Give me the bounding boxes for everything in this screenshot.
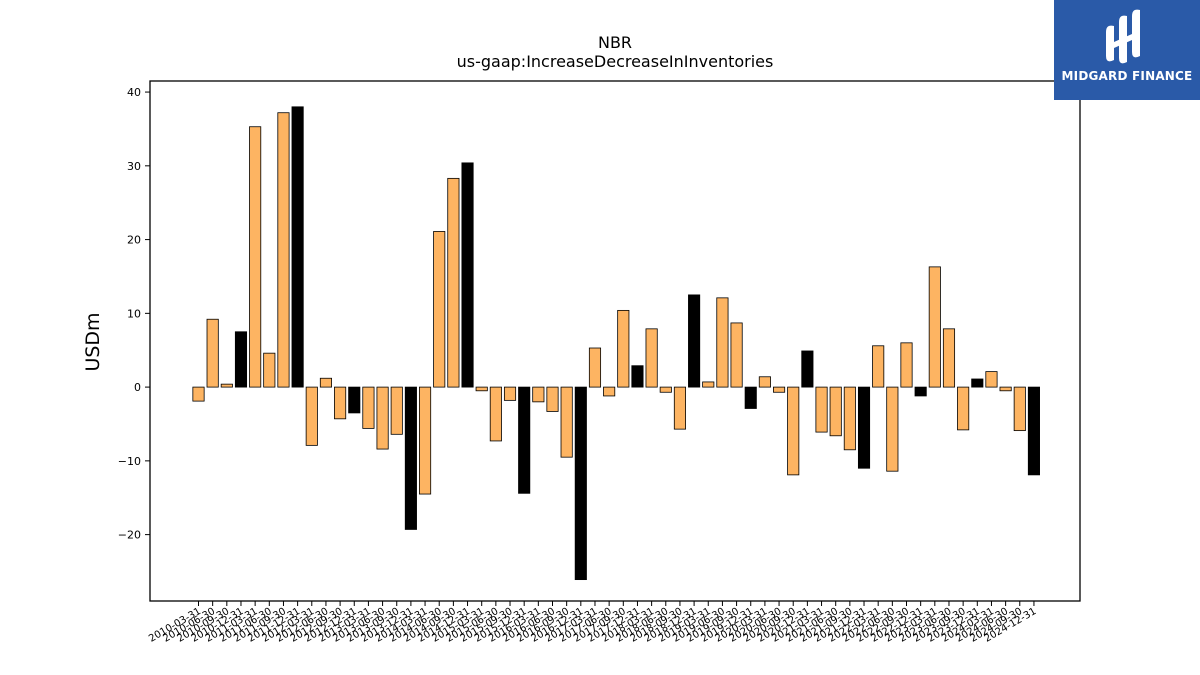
bar-2014-03-31	[419, 386, 432, 495]
chart-subtitle: us-gaap:IncreaseDecreaseInInventories	[457, 52, 774, 71]
bar-series	[192, 106, 1040, 581]
bar-2023-03-31	[928, 266, 941, 388]
bar-2018-03-31	[645, 328, 658, 388]
bar-2015-12-31	[518, 386, 531, 494]
bar-2017-09-30	[617, 309, 630, 388]
bar-2013-12-31	[404, 386, 417, 530]
bar-2021-09-30	[843, 386, 856, 451]
bar-2023-06-30	[942, 328, 956, 388]
bar-2021-06-30	[829, 386, 842, 437]
y-tick-label: −20	[118, 529, 141, 542]
bar-2012-06-30	[319, 377, 332, 388]
bar-2016-09-30	[560, 386, 573, 458]
bar-2021-03-31	[815, 386, 828, 433]
bar-2014-12-31	[461, 162, 474, 388]
bar-2019-03-31	[702, 381, 715, 388]
bar-2012-12-31	[348, 386, 361, 414]
bar-2016-06-30	[546, 386, 559, 412]
x-axis-ticks: 2010-03-312010-06-302010-09-302010-12-31…	[147, 601, 1038, 645]
bar-2023-09-30	[957, 386, 970, 431]
bar-2019-06-30	[716, 297, 729, 388]
bar-2015-06-30	[489, 386, 502, 442]
bar-2013-03-31	[362, 386, 375, 429]
bar-2012-09-30	[334, 386, 347, 420]
y-tick-label: 0	[134, 381, 141, 394]
brand-logo: MIDGARD FINANCE	[1054, 0, 1200, 100]
bar-2018-09-30	[673, 386, 686, 430]
bar-2024-09-30	[1013, 386, 1026, 432]
bar-2022-06-30	[886, 386, 899, 472]
bar-2023-12-31	[971, 378, 984, 388]
y-axis-ticks: −20 −10 0 10 20 30 40	[118, 86, 150, 542]
bar-2015-09-30	[503, 386, 517, 401]
bar-2021-12-31	[857, 386, 871, 469]
bar-2020-03-31	[758, 376, 771, 388]
bar-2014-09-30	[447, 177, 460, 388]
bar-2011-12-31	[291, 106, 304, 388]
bar-2015-03-31	[475, 386, 488, 392]
bar-2011-09-30	[277, 112, 290, 388]
bar-2024-03-31	[985, 371, 998, 388]
bar-2011-06-30	[263, 352, 276, 388]
bar-2020-12-31	[801, 350, 814, 388]
bar-2016-03-31	[532, 386, 545, 403]
bar-2019-12-31	[744, 386, 757, 409]
bar-2022-09-30	[900, 342, 913, 388]
bar-2017-03-31	[588, 347, 602, 388]
y-tick-label: 30	[127, 160, 141, 173]
bar-2013-06-30	[376, 386, 389, 450]
bar-2017-12-31	[631, 365, 644, 388]
bar-2022-03-31	[872, 345, 885, 388]
bar-2024-06-30	[999, 386, 1012, 392]
bar-2013-09-30	[390, 386, 403, 435]
bar-2020-06-30	[773, 386, 786, 393]
bar-2019-09-30	[730, 322, 743, 388]
y-axis-label: USDm	[82, 312, 104, 371]
bar-2010-12-31	[234, 331, 248, 388]
bar-2022-12-31	[914, 386, 927, 397]
chart-title: NBR	[598, 33, 632, 52]
y-tick-label: −10	[118, 455, 141, 468]
bar-2014-06-30	[433, 231, 446, 388]
plot-frame	[149, 80, 1081, 602]
bar-2018-12-31	[688, 294, 701, 388]
bar-2020-09-30	[787, 386, 800, 476]
bar-2010-06-30	[206, 318, 219, 388]
bar-2018-06-30	[659, 386, 672, 393]
y-tick-label: 10	[127, 307, 141, 320]
bar-2012-03-31	[305, 386, 318, 446]
bar-2011-03-31	[249, 126, 262, 388]
bar-2024-12-31	[1027, 386, 1040, 476]
y-tick-label: 20	[127, 234, 141, 247]
bar-2010-03-31	[192, 386, 205, 402]
bar-2017-06-30	[603, 386, 616, 397]
brand-name: MIDGARD FINANCE	[1061, 69, 1193, 83]
bar-2016-12-31	[574, 386, 587, 581]
bar-2010-09-30	[220, 383, 233, 388]
midgard-logo-icon	[1106, 9, 1140, 64]
y-tick-label: 40	[127, 86, 141, 99]
